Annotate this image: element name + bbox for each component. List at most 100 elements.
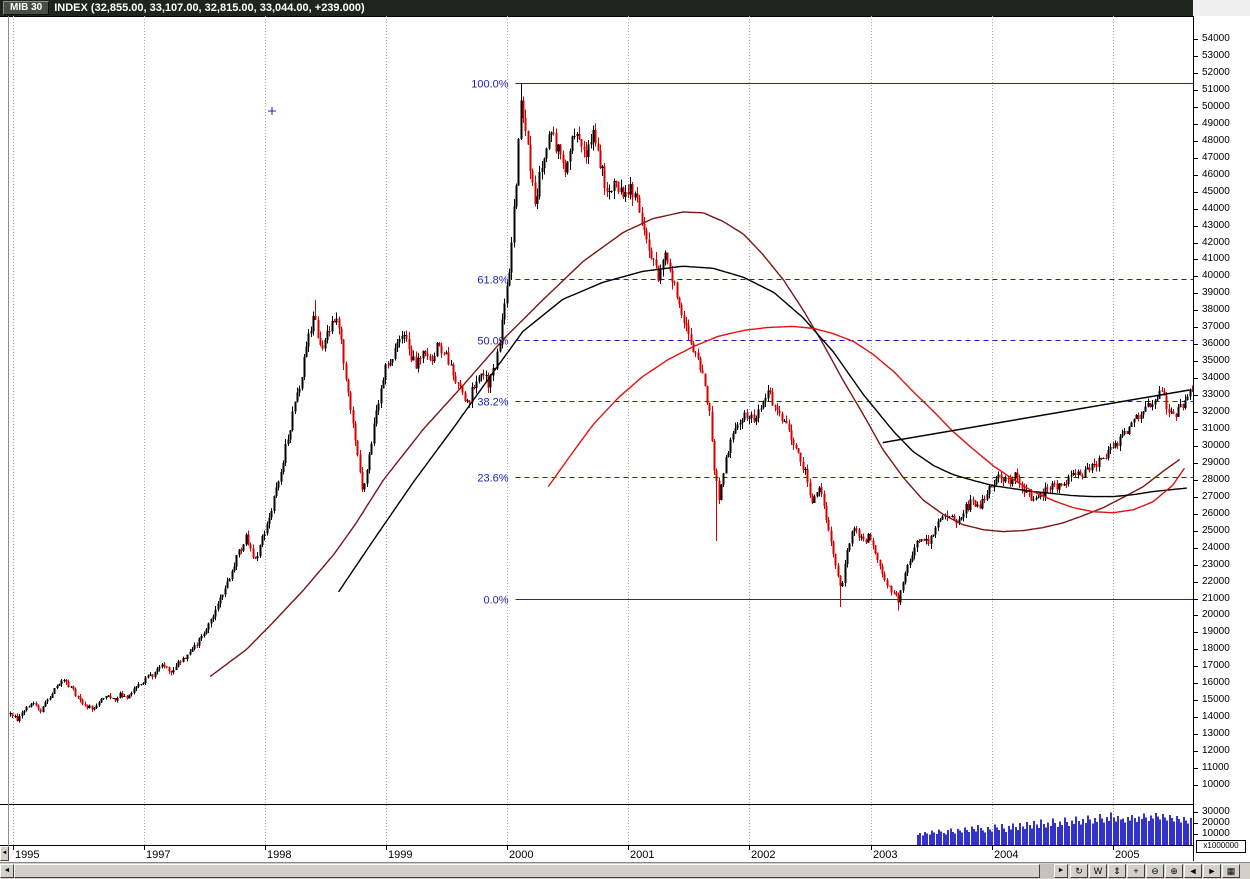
price-axis-tick — [1194, 209, 1198, 210]
title-bar-right-cap — [1193, 0, 1250, 17]
crosshair-button[interactable]: + — [1127, 864, 1145, 878]
price-tick-label: 51000 — [1202, 84, 1230, 95]
year-label: 2000 — [509, 849, 534, 861]
fibonacci-retracement: 100.0% 61.8% 50.0% 38.2% 23.6% 0.0% — [471, 79, 1193, 607]
price-tick-label: 10000 — [1202, 779, 1230, 790]
chart-title-bar: MIB 30 INDEX (32,855.00, 33,107.00, 32,8… — [0, 0, 1193, 17]
scrollbar-right-arrow[interactable]: ► — [1054, 864, 1068, 878]
price-tick-label: 40000 — [1202, 270, 1230, 281]
price-tick-label: 19000 — [1202, 626, 1230, 637]
price-tick-label: 11000 — [1202, 762, 1230, 773]
price-axis-tick — [1194, 124, 1198, 125]
price-axis-tick — [1194, 768, 1198, 769]
price-tick-label: 50000 — [1202, 101, 1230, 112]
time-axis-tick — [992, 846, 993, 850]
fib-level-label: 23.6% — [477, 473, 508, 485]
tile-windows-button[interactable]: ▦ — [1222, 864, 1240, 878]
weekly-periodicity-button[interactable]: W — [1089, 864, 1107, 878]
year-label: 1995 — [15, 849, 40, 861]
price-tick-label: 31000 — [1202, 423, 1230, 434]
price-tick-label: 33000 — [1202, 389, 1230, 400]
year-label: 2002 — [751, 849, 776, 861]
price-axis-tick — [1194, 412, 1198, 413]
year-label: 1997 — [146, 849, 171, 861]
price-axis-line — [1193, 16, 1194, 861]
candlestick-series — [9, 83, 1193, 723]
refresh-button[interactable]: ↻ — [1070, 864, 1088, 878]
time-axis-tick — [871, 846, 872, 850]
price-axis-tick — [1194, 582, 1198, 583]
price-tick-label: 20000 — [1202, 609, 1230, 620]
price-tick-label: 46000 — [1202, 169, 1230, 180]
time-axis: 1995 1997 1998 1999 2000 2001 2002 2003 2004 2005 — [0, 846, 1193, 862]
price-axis-tick — [1194, 514, 1198, 515]
left-arrow-icon: ◄ — [3, 867, 11, 874]
price-axis-tick — [1194, 649, 1198, 650]
price-axis-tick — [1194, 243, 1198, 244]
price-axis-tick — [1194, 395, 1198, 396]
symbol-tab[interactable]: MIB 30 — [3, 1, 50, 15]
price-axis-tick — [1194, 429, 1198, 430]
price-axis-tick — [1194, 751, 1198, 752]
price-tick-label: 43000 — [1202, 220, 1230, 231]
price-tick-label: 28000 — [1202, 474, 1230, 485]
year-label: 2001 — [630, 849, 655, 861]
price-tick-label: 36000 — [1202, 338, 1230, 349]
price-axis-tick — [1194, 344, 1198, 345]
year-gridlines — [13, 16, 1114, 803]
volume-axis-tick — [1194, 812, 1198, 813]
price-tick-label: 49000 — [1202, 118, 1230, 129]
price-tick-label: 17000 — [1202, 660, 1230, 671]
price-axis-tick — [1194, 548, 1198, 549]
scroll-right-button[interactable]: ► — [1203, 864, 1221, 878]
year-label: 2005 — [1115, 849, 1140, 861]
price-tick-label: 45000 — [1202, 186, 1230, 197]
price-tick-label: 48000 — [1202, 135, 1230, 146]
price-axis-tick — [1194, 293, 1198, 294]
fib-level-label: 50.0% — [477, 336, 508, 348]
price-axis-tick — [1194, 599, 1198, 600]
price-axis-tick — [1194, 141, 1198, 142]
price-axis-tick — [1194, 90, 1198, 91]
chart-title-quote: INDEX (32,855.00, 33,107.00, 32,815.00, … — [54, 2, 365, 14]
price-tick-label: 37000 — [1202, 321, 1230, 332]
volume-chart — [13, 805, 1192, 845]
volume-axis-tick — [1194, 823, 1198, 824]
price-axis-tick — [1194, 632, 1198, 633]
scroll-left-button[interactable]: ◄ — [1184, 864, 1202, 878]
vertical-scale-button[interactable]: ⇕ — [1108, 864, 1126, 878]
moving-average-fast — [547, 325, 1186, 514]
price-axis-tick — [1194, 615, 1198, 616]
mini-scroll-left-button[interactable]: ◄ — [0, 846, 9, 861]
cursor-mark — [267, 107, 276, 116]
moving-average-mid — [338, 265, 1187, 593]
price-tick-label: 14000 — [1202, 711, 1230, 722]
price-axis-tick — [1194, 56, 1198, 57]
price-axis-tick — [1194, 565, 1198, 566]
price-tick-label: 30000 — [1202, 440, 1230, 451]
price-tick-label: 26000 — [1202, 508, 1230, 519]
year-label: 2003 — [873, 849, 898, 861]
price-axis-tick — [1194, 480, 1198, 481]
scrollbar-left-arrow[interactable]: ◄ — [0, 864, 14, 878]
price-tick-label: 15000 — [1202, 694, 1230, 705]
price-axis-tick — [1194, 73, 1198, 74]
fib-level-label: 100.0% — [471, 79, 509, 91]
price-tick-label: 44000 — [1202, 203, 1230, 214]
price-axis-tick — [1194, 531, 1198, 532]
price-tick-label: 35000 — [1202, 355, 1230, 366]
zoom-in-button[interactable]: ⊕ — [1165, 864, 1183, 878]
price-tick-label: 41000 — [1202, 253, 1230, 264]
fib-level-label: 38.2% — [477, 397, 508, 409]
price-axis-tick — [1194, 683, 1198, 684]
price-tick-label: 29000 — [1202, 457, 1230, 468]
time-axis-tick — [265, 846, 266, 850]
scrollbar-thumb[interactable] — [14, 864, 1040, 878]
price-axis-tick — [1194, 700, 1198, 701]
time-axis-tick — [386, 846, 387, 850]
volume-axis-tick — [1194, 834, 1198, 835]
left-arrow-icon: ◄ — [1, 850, 8, 856]
zoom-out-button[interactable]: ⊖ — [1146, 864, 1164, 878]
price-axis-tick — [1194, 327, 1198, 328]
